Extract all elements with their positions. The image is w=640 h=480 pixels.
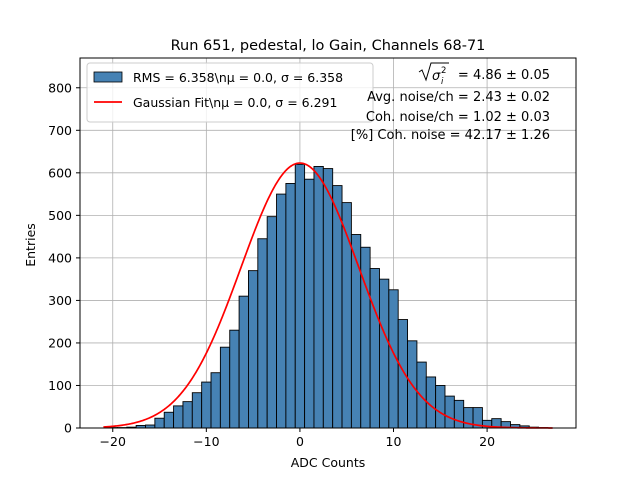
x-tick-label: 10 (386, 434, 402, 449)
histogram-bar (154, 417, 165, 429)
y-tick-label: 0 (64, 421, 72, 436)
annotation-coh-noise: Coh. noise/ch = 1.02 ± 0.03 (366, 110, 550, 125)
histogram-bar (201, 381, 212, 429)
histogram-bar (182, 401, 193, 429)
x-tick-label: 20 (479, 434, 495, 449)
y-tick-label: 800 (48, 80, 72, 95)
histogram-bar (350, 234, 362, 429)
histogram-bar (266, 216, 277, 429)
histogram-bar (219, 346, 231, 429)
histogram-bar (453, 399, 465, 429)
x-tick-label: 0 (296, 434, 304, 449)
legend-label-fit: Gaussian Fit\nμ = 0.0, σ = 6.291 (133, 95, 337, 110)
gaussian-fit-curve (103, 162, 553, 429)
histogram-bar (313, 165, 324, 429)
y-tick-label: 300 (48, 293, 72, 308)
x-tick-label: −10 (193, 434, 219, 449)
svg-text:i: i (441, 77, 444, 87)
plot-frame (79, 57, 577, 429)
histogram-bar (248, 270, 259, 429)
sqrt-sigma-symbol: σ 2 i (418, 62, 449, 87)
gaussian-fit-line (103, 162, 553, 429)
histogram-bars (107, 163, 549, 429)
histogram-bar (397, 319, 408, 429)
y-axis-ticks: 0 100 200 300 400 500 600 700 800 (48, 80, 80, 436)
x-axis-label: ADC Counts (291, 455, 366, 470)
legend: RMS = 6.358\nμ = 0.0, σ = 6.358 Gaussian… (86, 62, 374, 123)
x-axis-ticks: −20 −10 0 10 20 (100, 428, 495, 449)
annotation-coh-percent: [%] Coh. noise = 42.17 ± 1.26 (351, 128, 550, 143)
histogram-bar (369, 268, 380, 429)
y-tick-label: 400 (48, 250, 72, 265)
noise-annotations: σ 2 i = 4.86 ± 0.05 Avg. noise/ch = 2.43… (351, 62, 550, 143)
svg-text:2: 2 (441, 66, 446, 76)
x-tick-label: −20 (100, 434, 126, 449)
histogram-bar (416, 361, 427, 429)
y-tick-label: 200 (48, 335, 72, 350)
chart-title: Run 651, pedestal, lo Gain, Channels 68-… (171, 38, 486, 54)
histogram-bar (257, 238, 268, 429)
histogram-bar (210, 372, 221, 429)
annotation-avg-noise: Avg. noise/ch = 2.43 ± 0.02 (367, 90, 550, 105)
y-tick-label: 500 (48, 208, 72, 223)
histogram-bar (304, 178, 315, 429)
histogram-bar (191, 392, 203, 429)
histogram-bar (276, 193, 287, 429)
histogram-bar (379, 278, 390, 429)
legend-swatch-histogram (93, 71, 123, 83)
histogram-bar (238, 295, 249, 429)
svg-text:σ: σ (432, 69, 441, 84)
histogram-bar (285, 183, 296, 429)
y-tick-label: 700 (48, 123, 72, 138)
y-tick-label: 600 (48, 165, 72, 180)
histogram-bar (435, 385, 446, 429)
histogram-bar (294, 163, 306, 429)
y-axis-label: Entries (23, 223, 38, 267)
y-tick-label: 100 (48, 378, 72, 393)
histogram-bar (163, 411, 175, 429)
histogram-bar (444, 395, 455, 429)
histogram-bar (332, 185, 343, 429)
histogram-bar (322, 168, 334, 429)
histogram-bar (173, 405, 184, 429)
legend-label-histogram: RMS = 6.358\nμ = 0.0, σ = 6.358 (133, 70, 343, 85)
annotation-total-noise: = 4.86 ± 0.05 (458, 68, 550, 83)
histogram-bar (229, 329, 240, 429)
